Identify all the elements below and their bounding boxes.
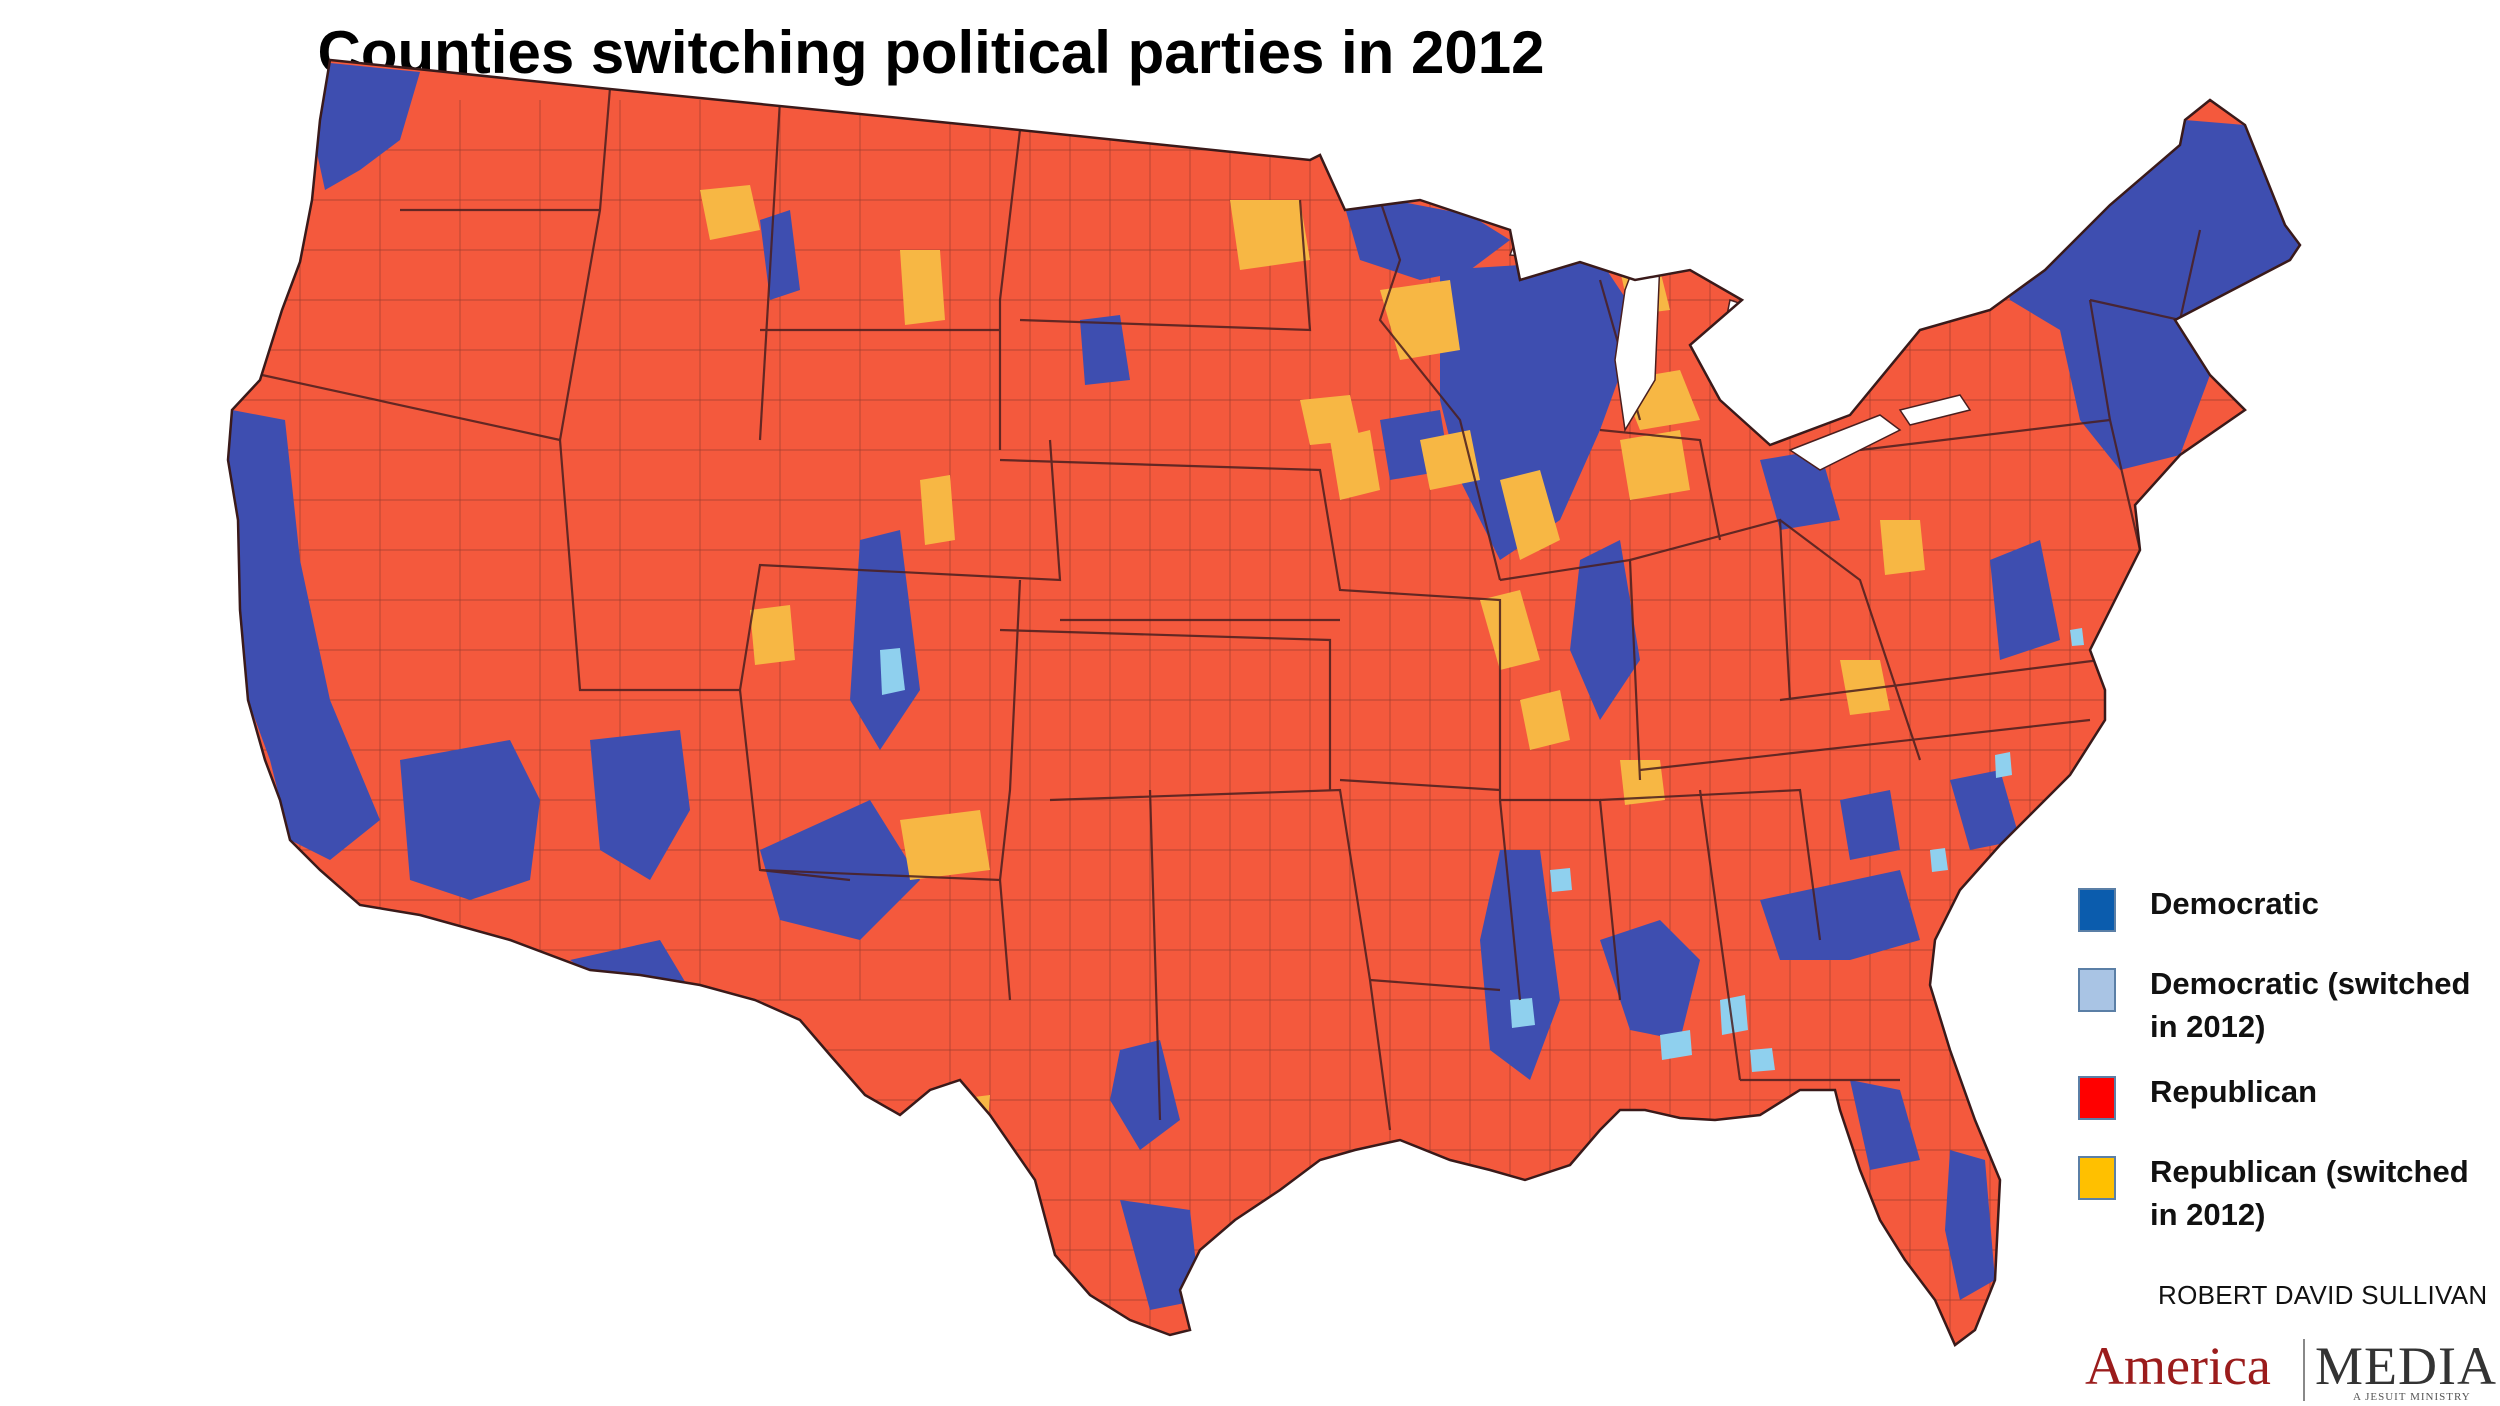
page-title: Counties switching political parties in … [317, 19, 1545, 86]
america-media-logo: America MEDIA A JESUIT MINISTRY [2085, 1335, 2497, 1405]
legend-swatch-republican-switched [2078, 1156, 2116, 1200]
logo-america-text: America [2085, 1336, 2271, 1396]
legend-swatch-republican [2078, 1076, 2116, 1120]
logo-tagline: A JESUIT MINISTRY [2353, 1391, 2471, 1403]
legend-label-democratic-switched: Democratic (switched in 2012) [2150, 966, 2471, 1044]
legend-swatch-democratic [2078, 888, 2116, 932]
logo-media-text: MEDIA [2315, 1336, 2497, 1396]
legend-label-republican-switched: Republican (switched in 2012) [2150, 1154, 2469, 1232]
legend-label-democratic: Democratic [2150, 886, 2319, 921]
legend-label-republican: Republican [2150, 1074, 2318, 1109]
democratic-counties [228, 60, 2300, 1310]
author-credit: ROBERT DAVID SULLIVAN [2158, 1280, 2488, 1310]
logo-divider [2303, 1339, 2305, 1401]
legend-item-democratic-switched: Democratic (switched in 2012) [2078, 960, 2488, 1048]
democratic-switched-counties [880, 628, 2084, 1072]
legend: Democratic Democratic (switched in 2012)… [2078, 880, 2488, 1256]
legend-item-democratic: Democratic [2078, 880, 2488, 940]
legend-item-republican: Republican [2078, 1068, 2488, 1128]
legend-item-republican-switched: Republican (switched in 2012) [2078, 1148, 2488, 1236]
legend-swatch-democratic-switched [2078, 968, 2116, 1012]
